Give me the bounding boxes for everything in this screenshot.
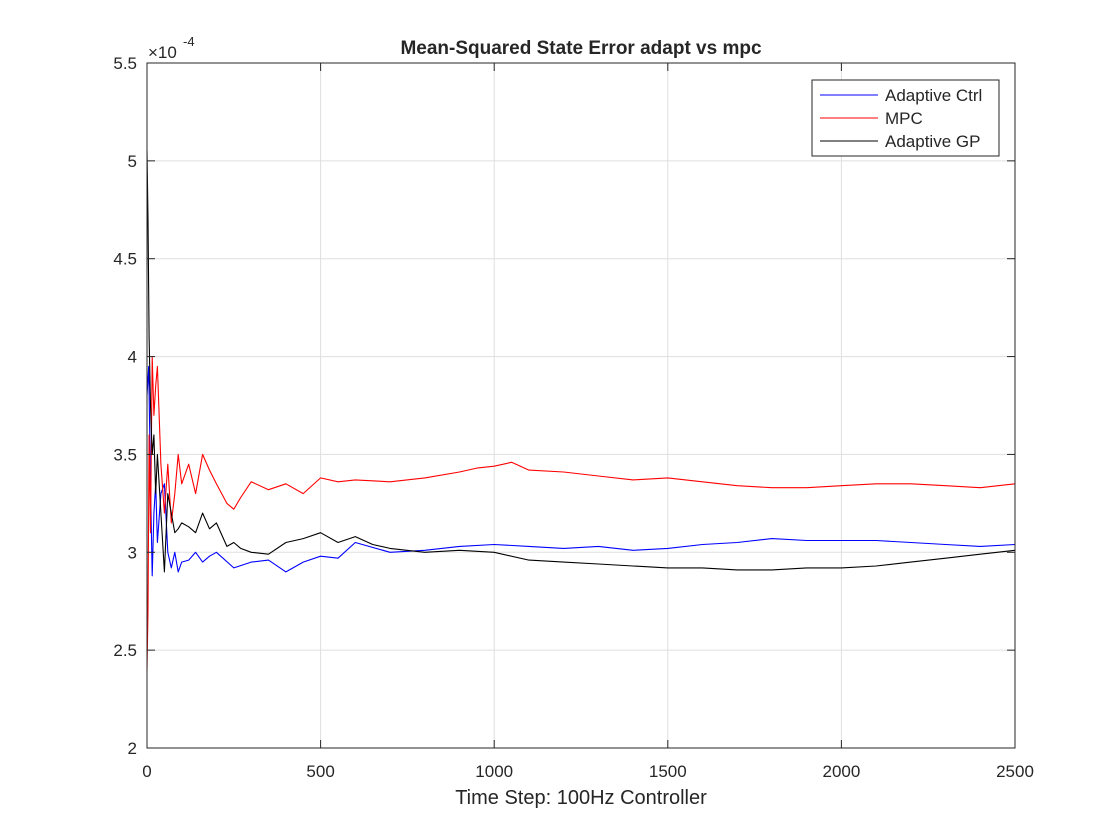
x-tick-labels: 0 500 1000 1500 2000 2500	[142, 762, 1034, 781]
series-line-adaptive-gp	[146, 151, 1016, 573]
y-tick-label: 3.5	[113, 445, 137, 464]
legend-label-adaptive-gp: Adaptive GP	[885, 132, 980, 151]
x-tick-label: 2000	[822, 762, 860, 781]
x-tick-label: 0	[142, 762, 151, 781]
series-line-mpc	[146, 356, 1016, 670]
x-tick-label: 2500	[996, 762, 1034, 781]
plot-series	[146, 151, 1016, 670]
legend-label-mpc: MPC	[885, 109, 923, 128]
y-tick-label: 5.5	[113, 54, 137, 73]
y-tick-label: 3	[128, 543, 137, 562]
y-tick-label: 2	[128, 739, 137, 758]
plot-area-frame	[146, 62, 1016, 749]
legend-label-adaptive-ctrl: Adaptive Ctrl	[885, 86, 982, 105]
y-tick-label: 4	[128, 348, 137, 367]
y-tick-label: 5	[128, 152, 137, 171]
legend: Adaptive Ctrl MPC Adaptive GP	[811, 79, 1000, 157]
y-tick-label: 2.5	[113, 641, 137, 660]
y-tick-labels: 2 2.5 3 3.5 4 4.5 5 5.5	[113, 54, 137, 758]
x-tick-label: 500	[306, 762, 334, 781]
y-exponent-power: -4	[183, 34, 195, 49]
x-tick-label: 1000	[475, 762, 513, 781]
y-exponent-base: ×10	[148, 43, 177, 62]
axis-ticks	[146, 62, 1016, 749]
y-tick-label: 4.5	[113, 250, 137, 269]
x-axis-label: Time Step: 100Hz Controller	[455, 787, 707, 809]
x-tick-label: 1500	[649, 762, 687, 781]
chart-title: Mean-Squared State Error adapt vs mpc	[400, 38, 762, 59]
